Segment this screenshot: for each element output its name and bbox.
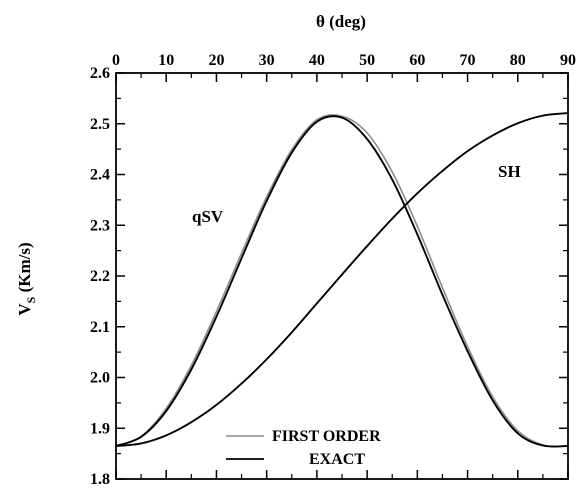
x-tick-label: 60 <box>409 52 425 69</box>
y-tick-label: 2.6 <box>90 65 110 82</box>
data-lines <box>115 112 569 448</box>
axis-ticks <box>115 72 569 480</box>
legend-label-first-order: FIRST ORDER <box>272 428 381 445</box>
y-tick-label: 2.2 <box>90 268 110 285</box>
y-axis-label-main: V <box>15 303 34 316</box>
series-line-exact-sh <box>115 112 569 447</box>
y-tick-label: 2.0 <box>90 370 110 387</box>
y-tick-label: 2.3 <box>90 217 110 234</box>
x-tick-label: 30 <box>259 52 275 69</box>
x-tick-label: 90 <box>560 52 576 69</box>
x-tick-label: 50 <box>359 52 375 69</box>
series-line-first-order <box>115 114 569 448</box>
y-tick-label: 2.1 <box>90 319 110 336</box>
tick-labels: 0 10 20 30 40 50 60 70 80 90 1.8 1.9 2.0 2.1 2.2 2.3 2.4… <box>90 52 576 488</box>
x-tick-label: 80 <box>510 52 526 69</box>
y-axis-label-unit: (Km/s) <box>15 242 34 296</box>
legend: FIRST ORDER EXACT <box>226 428 381 468</box>
annotation-sh: SH <box>498 162 521 181</box>
x-tick-label: 40 <box>309 52 325 69</box>
annotation-qsv: qSV <box>192 207 224 226</box>
y-tick-label: 1.8 <box>90 471 110 488</box>
y-axis-label-subscript: S <box>24 296 38 303</box>
plot-frame <box>115 72 569 480</box>
x-tick-label: 0 <box>112 52 120 69</box>
x-tick-label: 70 <box>460 52 476 69</box>
y-tick-label: 2.5 <box>90 116 110 133</box>
series-line-exact-qsv <box>115 115 569 448</box>
legend-label-exact: EXACT <box>309 451 365 468</box>
x-tick-label: 10 <box>158 52 174 69</box>
x-tick-label: 20 <box>208 52 224 69</box>
y-tick-label: 2.4 <box>90 167 110 184</box>
x-axis-label: θ (deg) <box>316 12 366 31</box>
y-axis-label: VS (Km/s) <box>15 242 38 315</box>
y-tick-label: 1.9 <box>90 420 110 437</box>
